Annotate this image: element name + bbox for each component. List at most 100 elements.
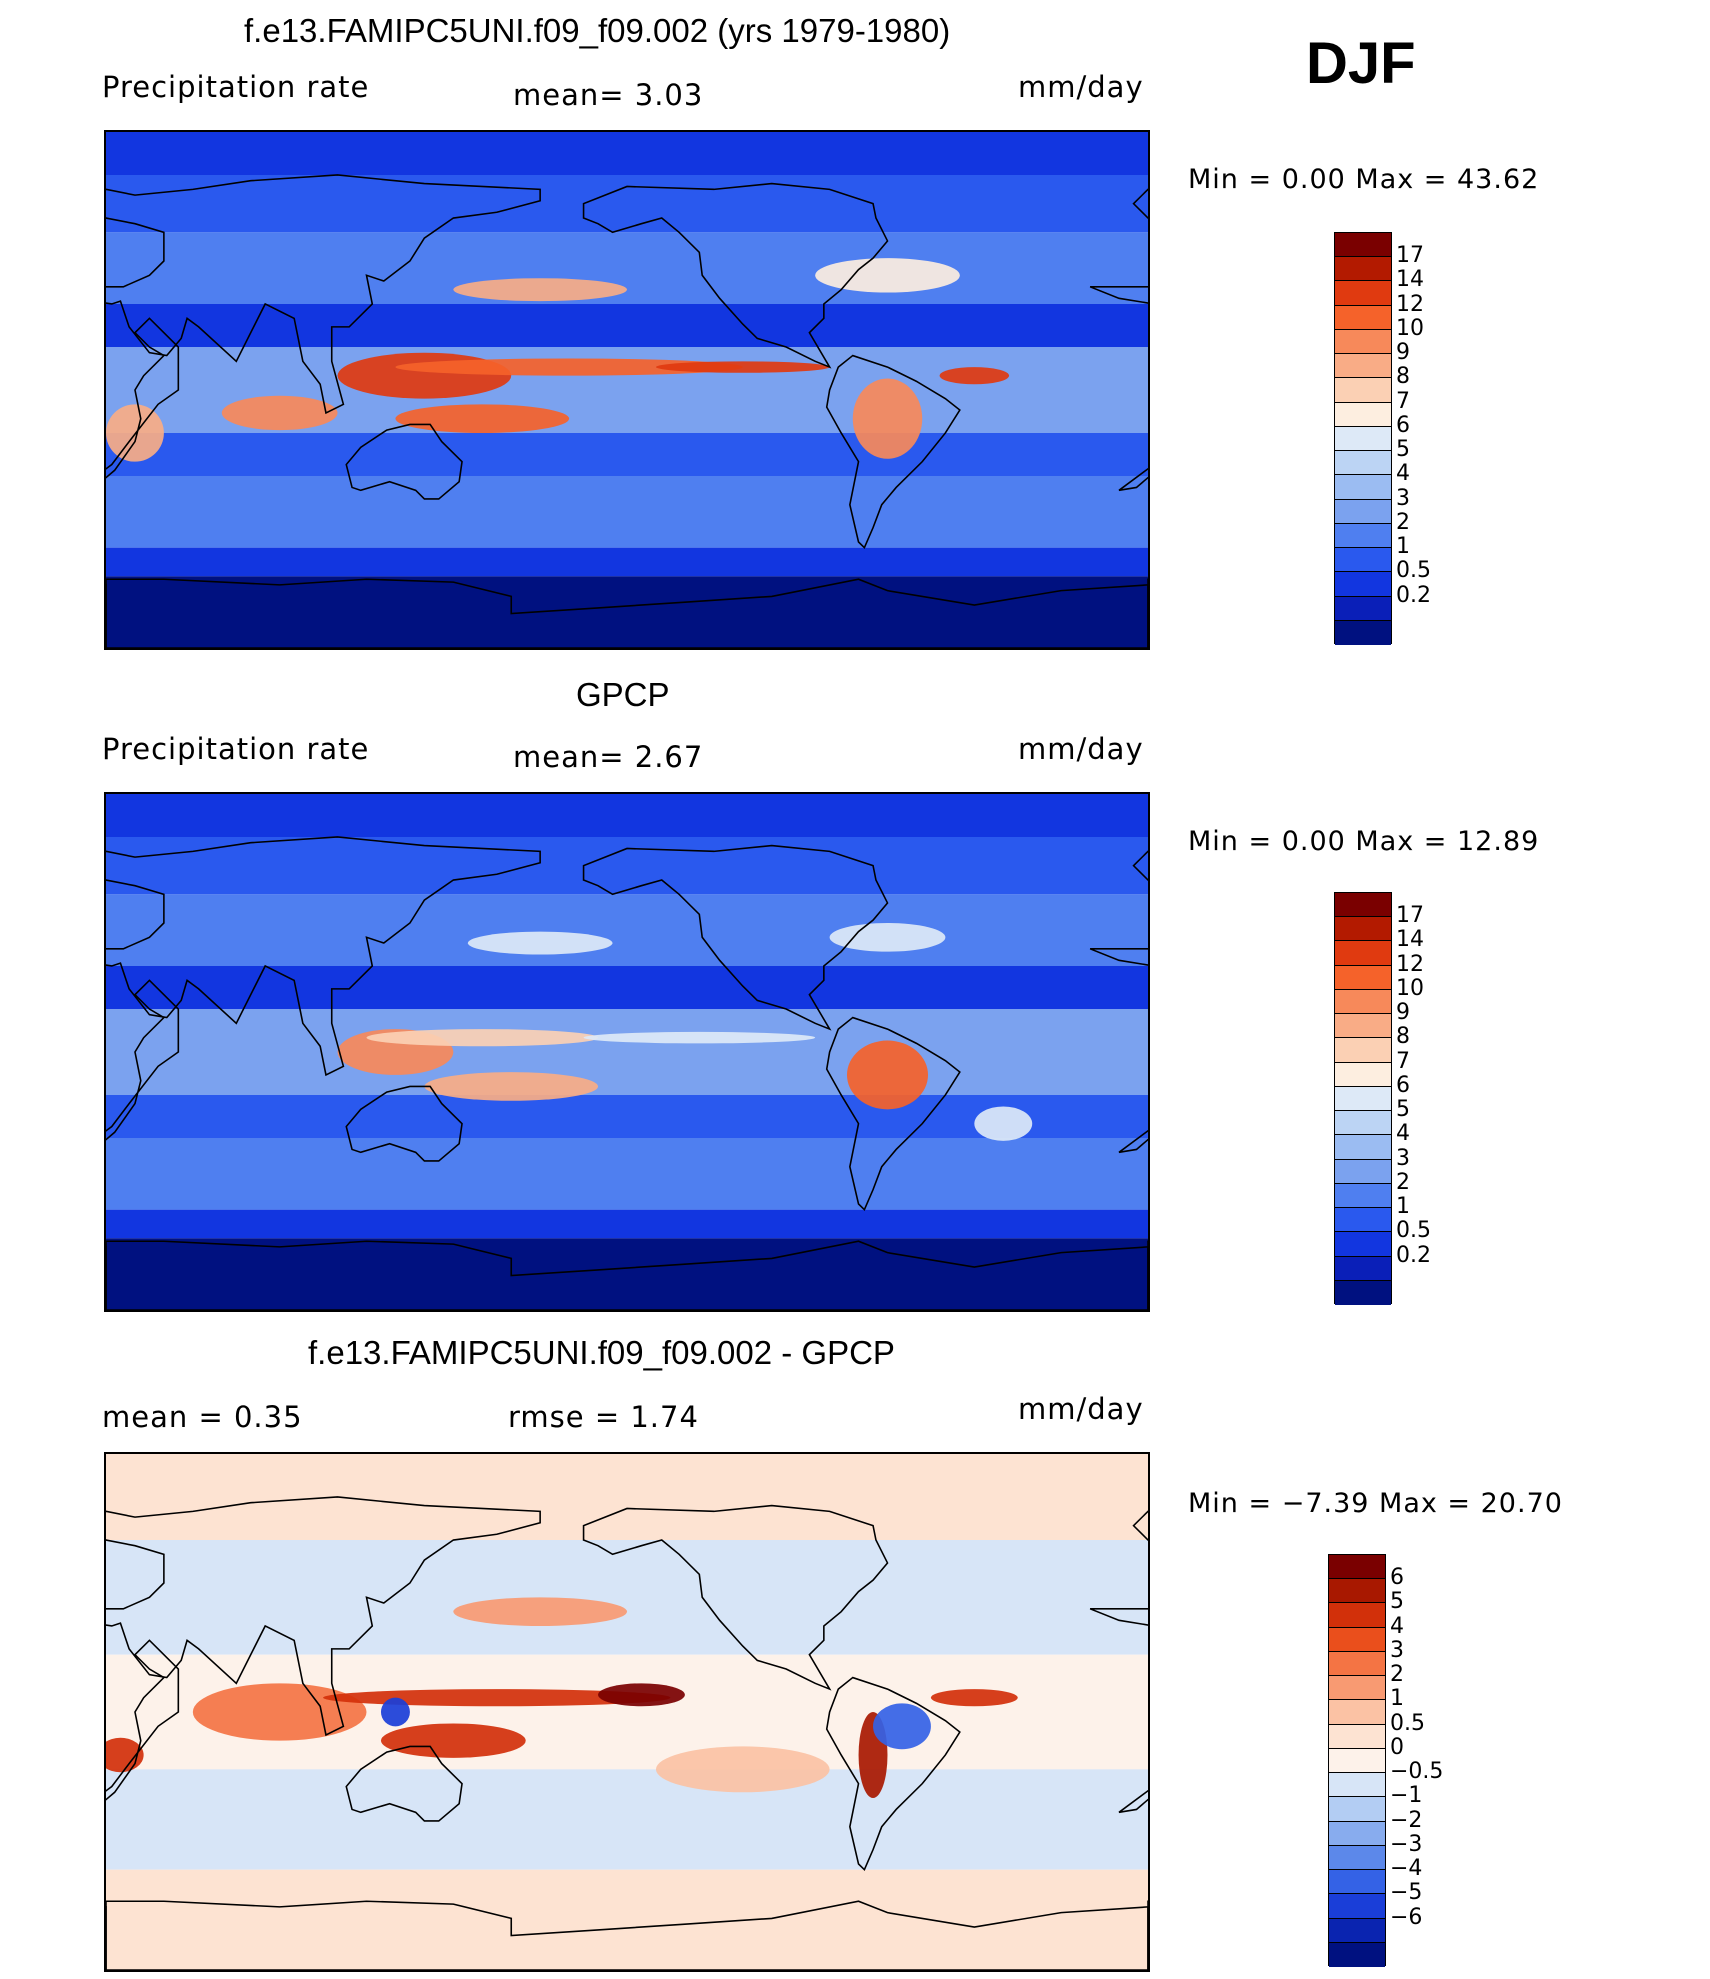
- panel-1-map: [104, 130, 1150, 650]
- colorbar-cell: [1335, 548, 1391, 573]
- colorbar-cell: [1335, 1062, 1391, 1087]
- season-label: DJF: [1306, 31, 1416, 96]
- colorbar-cell: [1329, 1748, 1385, 1774]
- colorbar-cell: [1335, 1135, 1391, 1160]
- colorbar-cell: [1335, 1256, 1391, 1281]
- colorbar-tick-label: 3: [1396, 485, 1410, 511]
- colorbar-cell: [1329, 1627, 1385, 1652]
- colorbar-tick-label: 10: [1396, 315, 1424, 341]
- colorbar-tick-label: 7: [1396, 1048, 1410, 1074]
- colorbar-tick-label: 0.5: [1396, 1218, 1431, 1244]
- colorbar-cell: [1335, 620, 1391, 645]
- panel-2-variable-label: Precipitation rate: [102, 732, 370, 766]
- colorbar-cell: [1335, 989, 1391, 1015]
- panel-3-units-label: mm/day: [1018, 1392, 1144, 1426]
- panel-1-colorbar: [1334, 232, 1392, 645]
- colorbar-tick-label: −2: [1390, 1807, 1423, 1833]
- colorbar-cell: [1335, 1232, 1391, 1257]
- colorbar-cell: [1335, 1111, 1391, 1136]
- colorbar-tick-label: 5: [1396, 437, 1410, 463]
- colorbar-tick-label: 2: [1396, 509, 1410, 535]
- colorbar-cell: [1335, 1208, 1391, 1233]
- colorbar-cell: [1329, 1845, 1385, 1871]
- colorbar-tick-label: 12: [1396, 291, 1424, 317]
- colorbar-tick-label: 1: [1396, 1194, 1410, 1220]
- colorbar-tick-label: 0.2: [1396, 1242, 1431, 1268]
- colorbar-tick-label: 17: [1396, 903, 1424, 929]
- colorbar-tick-label: 4: [1390, 1613, 1404, 1639]
- colorbar-cell: [1335, 402, 1391, 427]
- colorbar-tick-label: 4: [1396, 1121, 1410, 1147]
- colorbar-tick-label: 2: [1390, 1662, 1404, 1688]
- colorbar-tick-label: −1: [1390, 1783, 1423, 1809]
- colorbar-cell: [1335, 354, 1391, 379]
- colorbar-tick-label: −4: [1390, 1856, 1423, 1882]
- colorbar-cell: [1329, 1942, 1385, 1967]
- colorbar-cell: [1329, 1700, 1385, 1725]
- colorbar-cell: [1335, 1086, 1391, 1112]
- colorbar-cell: [1335, 475, 1391, 500]
- panel-1-mean-label: mean= 3.03: [513, 78, 704, 112]
- panel-3-mean-label: mean = 0.35: [102, 1400, 303, 1434]
- panel-3-colorbar: [1328, 1554, 1386, 1967]
- colorbar-cell: [1335, 893, 1391, 918]
- colorbar-cell: [1335, 596, 1391, 621]
- colorbar-cell: [1335, 257, 1391, 282]
- panel-3-map: [104, 1452, 1150, 1972]
- colorbar-cell: [1329, 1603, 1385, 1628]
- colorbar-cell: [1335, 233, 1391, 258]
- colorbar-tick-label: 8: [1396, 1024, 1410, 1050]
- panel-3-minmax: Min = −7.39 Max = 20.70: [1188, 1488, 1563, 1519]
- colorbar-tick-label: 17: [1396, 243, 1424, 269]
- colorbar-cell: [1329, 1821, 1385, 1846]
- colorbar-tick-label: 0.2: [1396, 582, 1431, 608]
- colorbar-cell: [1335, 917, 1391, 942]
- colorbar-tick-label: 8: [1396, 364, 1410, 390]
- panel-1-minmax: Min = 0.00 Max = 43.62: [1188, 164, 1540, 195]
- colorbar-cell: [1329, 1797, 1385, 1822]
- colorbar-cell: [1335, 1014, 1391, 1039]
- colorbar-tick-label: 1: [1396, 534, 1410, 560]
- colorbar-cell: [1335, 1280, 1391, 1305]
- panel-3-rmse-label: rmse = 1.74: [508, 1400, 699, 1434]
- colorbar-tick-label: 5: [1396, 1097, 1410, 1123]
- colorbar-cell: [1329, 1894, 1385, 1919]
- colorbar-cell: [1335, 281, 1391, 306]
- colorbar-cell: [1335, 1159, 1391, 1184]
- colorbar-tick-label: −6: [1390, 1904, 1423, 1930]
- colorbar-tick-label: 0.5: [1390, 1710, 1425, 1736]
- colorbar-tick-label: 0.5: [1396, 558, 1431, 584]
- colorbar-tick-label: −0.5: [1390, 1759, 1444, 1785]
- colorbar-cell: [1335, 378, 1391, 403]
- colorbar-cell: [1335, 499, 1391, 524]
- colorbar-cell: [1335, 426, 1391, 452]
- colorbar-cell: [1329, 1773, 1385, 1798]
- colorbar-tick-label: 3: [1390, 1637, 1404, 1663]
- panel-1-units-label: mm/day: [1018, 70, 1144, 104]
- colorbar-cell: [1335, 572, 1391, 597]
- panel-2-title: GPCP: [576, 676, 670, 713]
- colorbar-cell: [1335, 1183, 1391, 1209]
- colorbar-tick-label: 3: [1396, 1145, 1410, 1171]
- panel-2-mean-label: mean= 2.67: [513, 740, 704, 774]
- colorbar-tick-label: 2: [1396, 1169, 1410, 1195]
- panel-2-minmax: Min = 0.00 Max = 12.89: [1188, 826, 1540, 857]
- colorbar-cell: [1329, 1870, 1385, 1895]
- colorbar-tick-label: 5: [1390, 1589, 1404, 1615]
- colorbar-tick-label: 12: [1396, 951, 1424, 977]
- colorbar-tick-label: 9: [1396, 1000, 1410, 1026]
- colorbar-cell: [1329, 1555, 1385, 1580]
- colorbar-cell: [1335, 941, 1391, 966]
- colorbar-cell: [1335, 965, 1391, 990]
- colorbar-cell: [1329, 1651, 1385, 1677]
- colorbar-cell: [1329, 1676, 1385, 1701]
- colorbar-tick-label: 0: [1390, 1734, 1404, 1760]
- panel-3-title: f.e13.FAMIPC5UNI.f09_f09.002 - GPCP: [308, 1334, 895, 1371]
- colorbar-tick-label: 9: [1396, 340, 1410, 366]
- colorbar-tick-label: −3: [1390, 1831, 1423, 1857]
- colorbar-tick-label: 14: [1396, 267, 1424, 293]
- colorbar-cell: [1335, 329, 1391, 355]
- panel-2-units-label: mm/day: [1018, 732, 1144, 766]
- panel-2-colorbar: [1334, 892, 1392, 1305]
- colorbar-cell: [1335, 523, 1391, 549]
